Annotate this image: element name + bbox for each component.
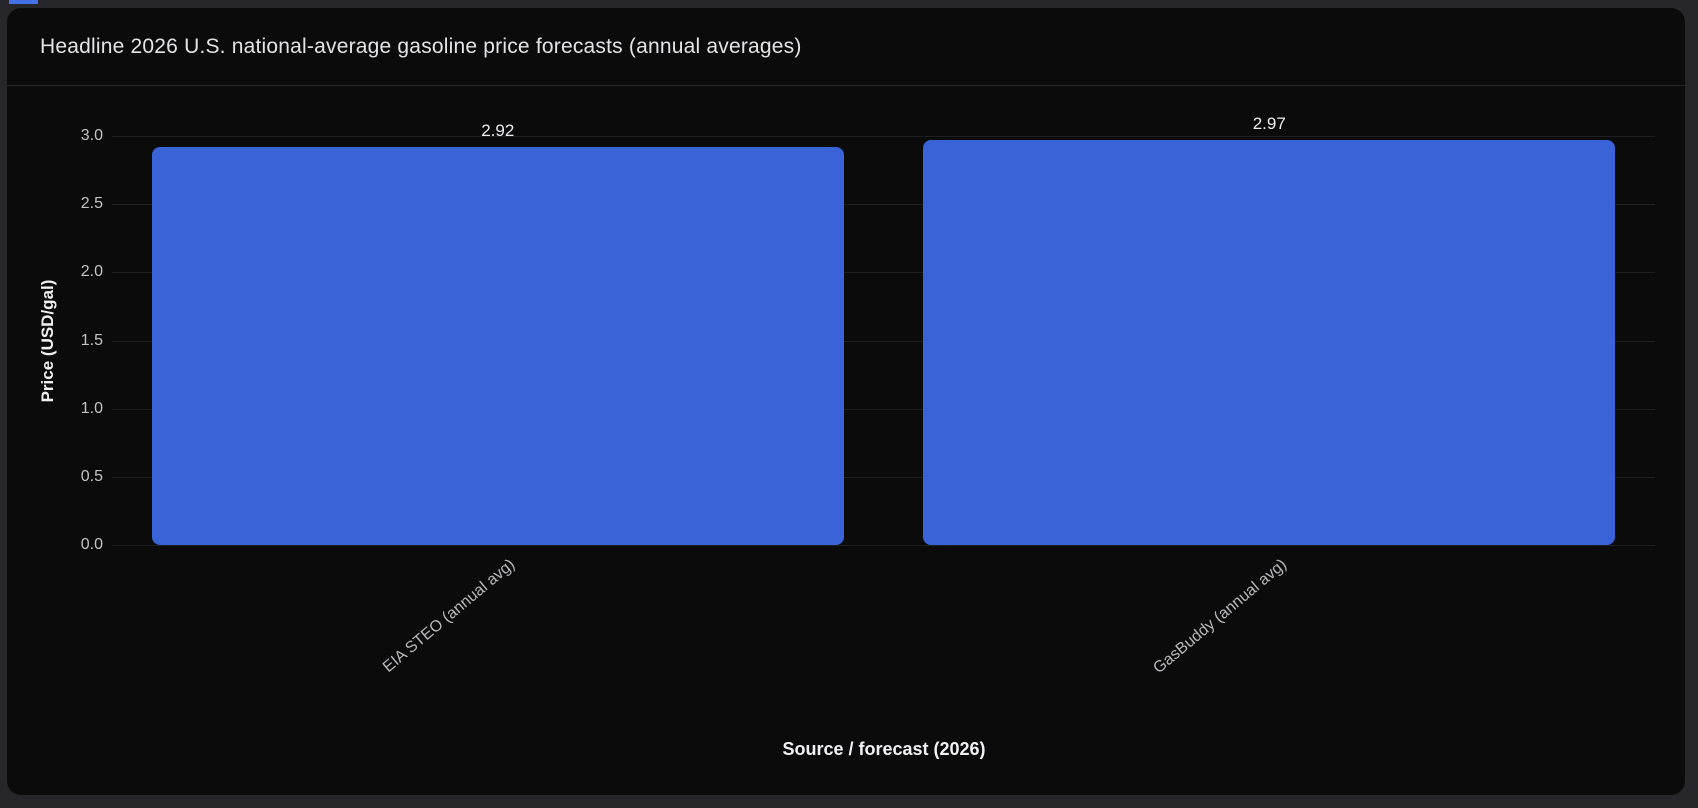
y-gridline xyxy=(112,340,1655,342)
browser-tab-accent-fragment xyxy=(9,0,38,4)
chart-card-header: Headline 2026 U.S. national-average gaso… xyxy=(7,8,1685,86)
y-tick-label: 1.0 xyxy=(80,399,103,417)
y-gridline xyxy=(112,136,1655,137)
bar-value-label: 2.92 xyxy=(481,120,515,140)
chart-title: Headline 2026 U.S. national-average gaso… xyxy=(40,34,802,58)
y-gridline xyxy=(112,476,1655,478)
y-tick-label: 1.5 xyxy=(80,331,103,349)
chart-card: Headline 2026 U.S. national-average gaso… xyxy=(7,8,1685,795)
y-gridline xyxy=(112,272,1655,274)
y-tick-label: 2.0 xyxy=(80,263,103,281)
y-tick-label: 3.0 xyxy=(80,127,103,144)
y-tick-label: 0.0 xyxy=(80,536,103,553)
y-gridline xyxy=(112,408,1655,410)
y-gridline xyxy=(112,204,1655,206)
x-tick-label: GasBuddy (annual avg) xyxy=(1150,556,1291,678)
x-axis-title: Source / forecast (2026) xyxy=(782,739,986,759)
bar-chart: 0.0 0.5 1.0 1.5 2.0 2.5 3.0 2.92 EIA STEO (annu… xyxy=(7,87,1685,795)
y-tick-label: 2.5 xyxy=(80,195,103,213)
bar-gasbuddy-annual-avg xyxy=(923,140,1616,545)
y-axis-title: Price (USD/gal) xyxy=(38,279,57,403)
bar-value-label: 2.97 xyxy=(1252,114,1286,134)
bar-eia-steo-annual-avg xyxy=(151,146,844,545)
y-tick-label: 0.5 xyxy=(80,467,103,485)
y-gridline xyxy=(112,545,1655,546)
x-tick-label: EIA STEO (annual avg) xyxy=(380,556,519,676)
